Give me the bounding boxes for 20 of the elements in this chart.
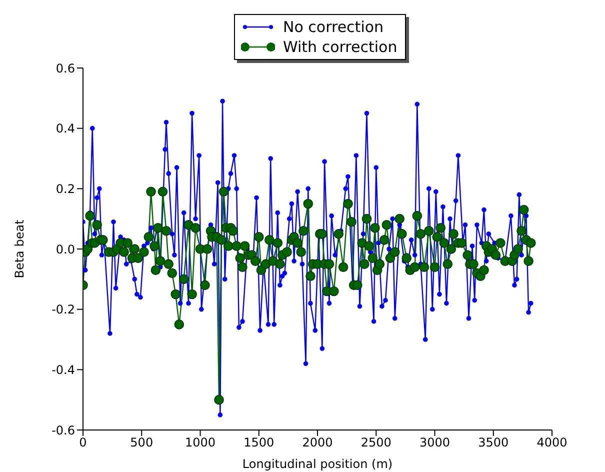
y-tick-label: 0.2: [56, 182, 75, 196]
x-tick-label: 1000: [184, 436, 216, 450]
y-tick-label: -0.2: [52, 302, 75, 317]
x-tick-label: 2500: [360, 436, 392, 450]
x-axis-title: Longitudinal position (m): [242, 457, 393, 471]
x-tick-label: 1500: [244, 436, 274, 450]
x-tick-label: 4000: [536, 436, 568, 450]
y-tick-label: 0.0: [56, 242, 75, 256]
y-tick-label: -0.6: [52, 423, 75, 438]
x-tick-label: 3500: [478, 436, 509, 450]
x-tick-label: 2000: [302, 436, 333, 450]
y-tick-label: 0.4: [56, 122, 75, 136]
x-tick-label: 3000: [419, 436, 450, 450]
y-axis-title: Beta beat: [12, 219, 26, 278]
legend-label: No correction: [283, 18, 384, 36]
y-tick-label: 0.6: [56, 61, 75, 76]
y-tick-label: -0.4: [52, 362, 75, 377]
x-tick-label: 0: [79, 436, 87, 450]
legend-label: With correction: [283, 38, 398, 56]
x-tick-label: 500: [130, 436, 154, 450]
